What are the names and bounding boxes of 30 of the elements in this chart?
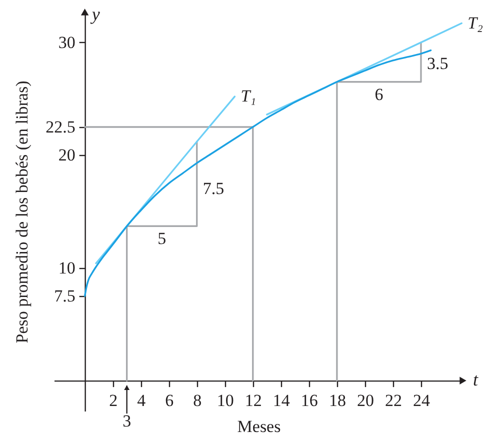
x-tick-label: 24 bbox=[412, 391, 430, 410]
annotation: y bbox=[90, 4, 100, 24]
text: t bbox=[473, 370, 479, 390]
x-tick-label: 4 bbox=[137, 391, 146, 410]
x-tick-label: 10 bbox=[216, 391, 234, 410]
annotation: T₁ bbox=[240, 86, 256, 106]
annotation: T₂ bbox=[468, 13, 484, 32]
line-series bbox=[266, 22, 462, 116]
x-tick-label: 14 bbox=[272, 391, 290, 410]
y-axis-title: Peso promedio de los bebés (en libras) bbox=[12, 80, 32, 344]
x-tick-label: 18 bbox=[328, 391, 346, 410]
x-tick-label: 20 bbox=[356, 391, 374, 410]
x-tick-label: 22 bbox=[384, 391, 402, 410]
annotation: 7.5 bbox=[202, 178, 224, 198]
y-tick-label: 22.5 bbox=[46, 117, 76, 136]
y-tick-label: 30 bbox=[58, 32, 76, 52]
annotation: 5 bbox=[158, 229, 166, 248]
y-tick-label: 10 bbox=[58, 258, 76, 278]
y-tick-label: 20 bbox=[58, 146, 76, 165]
x-tick-label: 8 bbox=[193, 391, 202, 410]
x-tick-label: 12 bbox=[244, 391, 262, 410]
x-tick-label: 16 bbox=[300, 391, 318, 410]
x-tick-label: 2 bbox=[109, 391, 118, 410]
annotation: 3.5 bbox=[426, 54, 448, 73]
x-axis-title: Meses bbox=[237, 417, 281, 434]
x-tick-label: 6 bbox=[165, 391, 174, 410]
line-series bbox=[95, 96, 236, 264]
annotation: 6 bbox=[374, 84, 384, 104]
annotation: 3 bbox=[122, 412, 132, 431]
y-tick-label: 7.5 bbox=[54, 286, 76, 306]
